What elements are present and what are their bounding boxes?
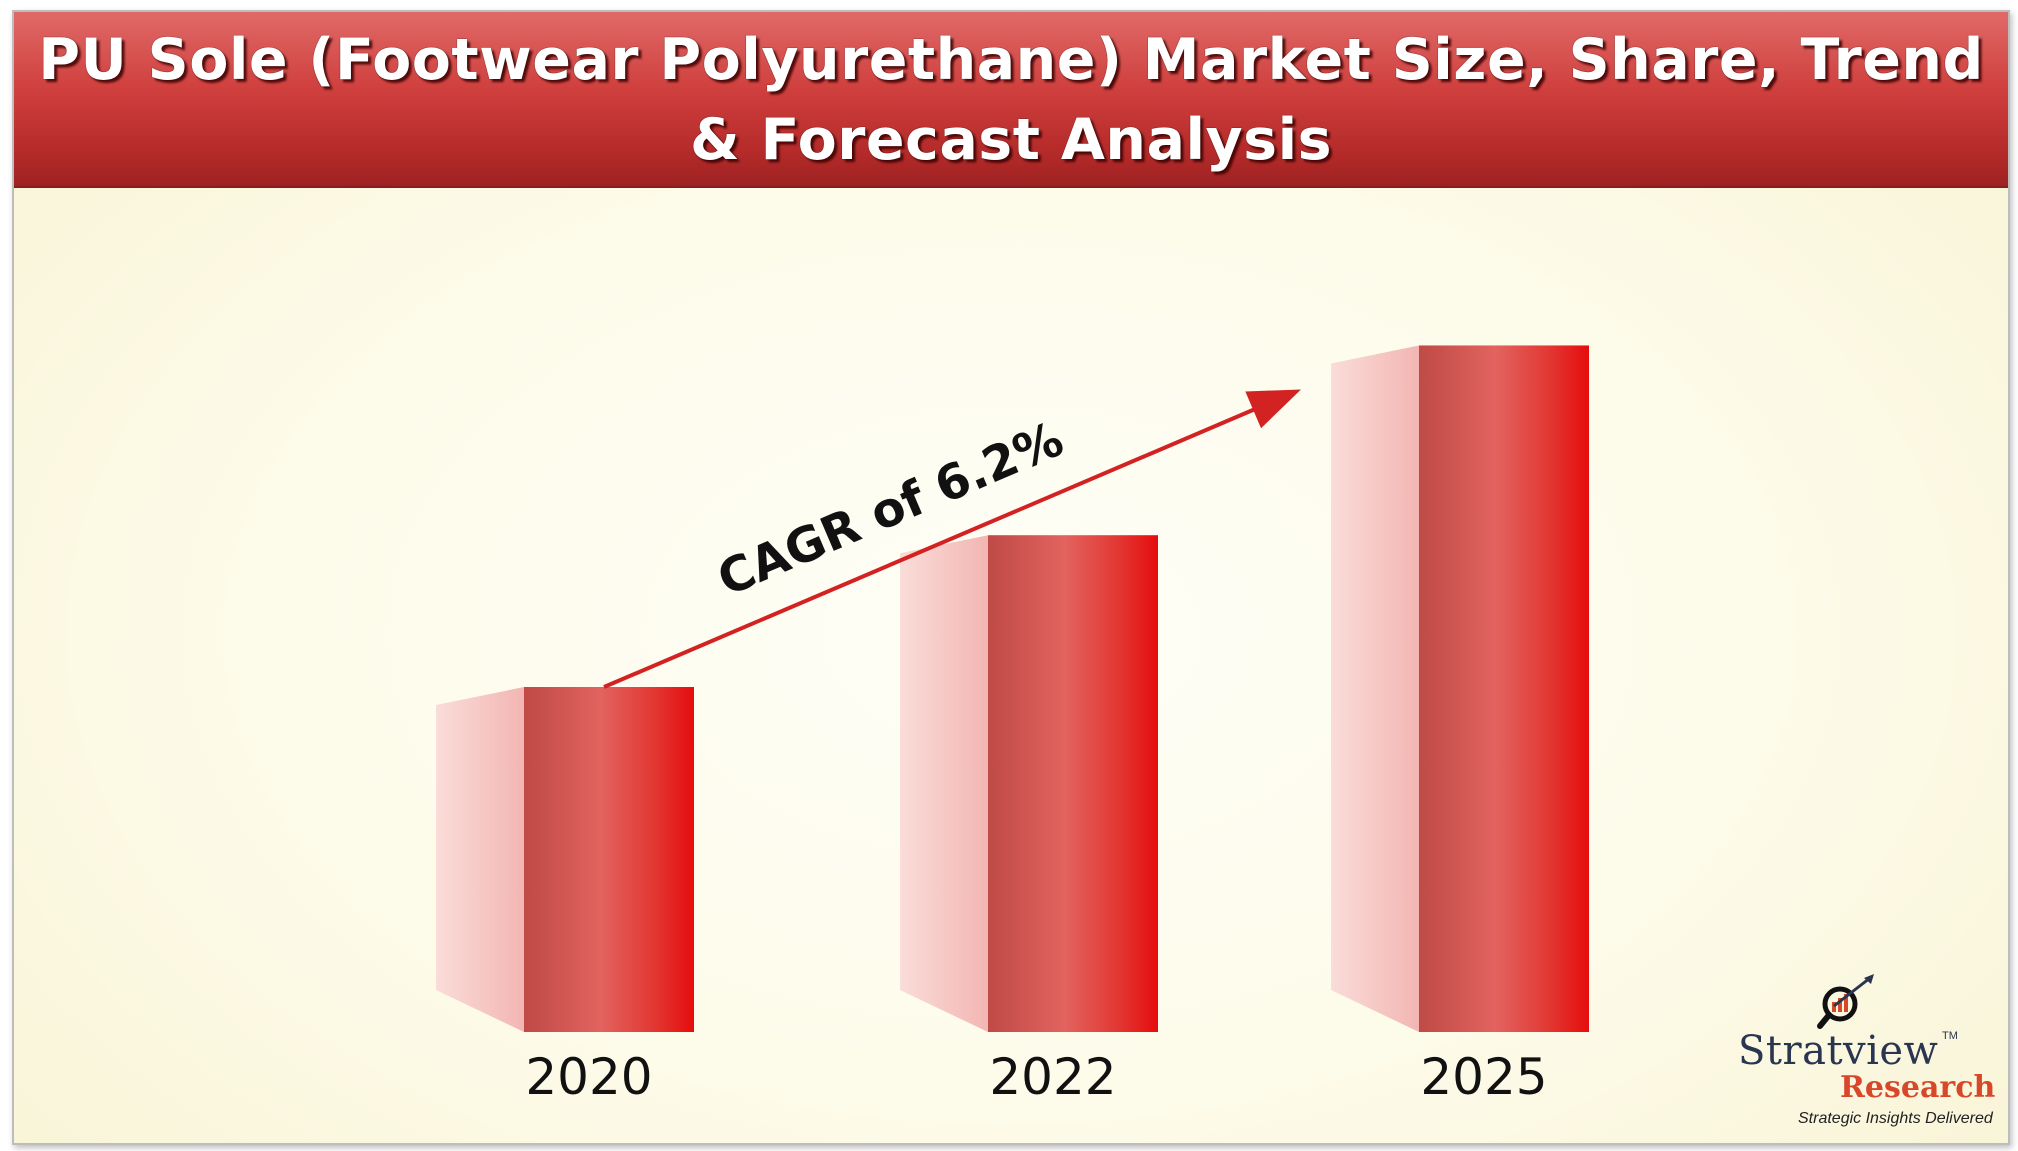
magnifier-growth-icon — [1817, 974, 1874, 1029]
bars-layer — [436, 345, 1589, 1032]
market-bar-chart: 2020 2022 2025 CAGR of 6.2% — [436, 345, 1589, 1106]
page-title-line-1: PU Sole (Footwear Polyurethane) Market S… — [38, 27, 1984, 93]
bar-front-face — [988, 535, 1158, 1032]
stratview-logo: Stratview TM Research Strategic Insights… — [1722, 970, 2002, 1140]
cagr-arrow-head — [1245, 389, 1301, 429]
x-tick-label: 2022 — [989, 1048, 1116, 1106]
bar-front-face — [524, 687, 694, 1032]
x-tick-label: 2025 — [1420, 1048, 1547, 1106]
bar-side-face — [436, 687, 524, 1032]
tick-labels-layer: 2020 2022 2025 — [525, 1048, 1547, 1106]
x-tick-label: 2020 — [525, 1048, 652, 1106]
bar-side-face — [1331, 345, 1419, 1032]
logo-trademark: TM — [1942, 1030, 1958, 1042]
logo-tagline: Strategic Insights Delivered — [1798, 1110, 1993, 1127]
cagr-arrow-line — [603, 405, 1260, 689]
logo-brand-text: Stratview — [1738, 1028, 1939, 1074]
infographic-frame: PU Sole (Footwear Polyurethane) Market S… — [12, 10, 2010, 1145]
bar-side-face — [900, 535, 988, 1032]
page-title-line-2: & Forecast Analysis — [689, 107, 1333, 173]
bar-2025 — [1331, 345, 1589, 1032]
bar-front-face — [1419, 345, 1589, 1032]
bar-2020 — [436, 687, 694, 1032]
title-banner: PU Sole (Footwear Polyurethane) Market S… — [14, 12, 2008, 188]
page-title: PU Sole (Footwear Polyurethane) Market S… — [14, 20, 2008, 180]
logo-sub-text: Research — [1840, 1070, 1996, 1105]
bar-2022 — [900, 535, 1158, 1032]
